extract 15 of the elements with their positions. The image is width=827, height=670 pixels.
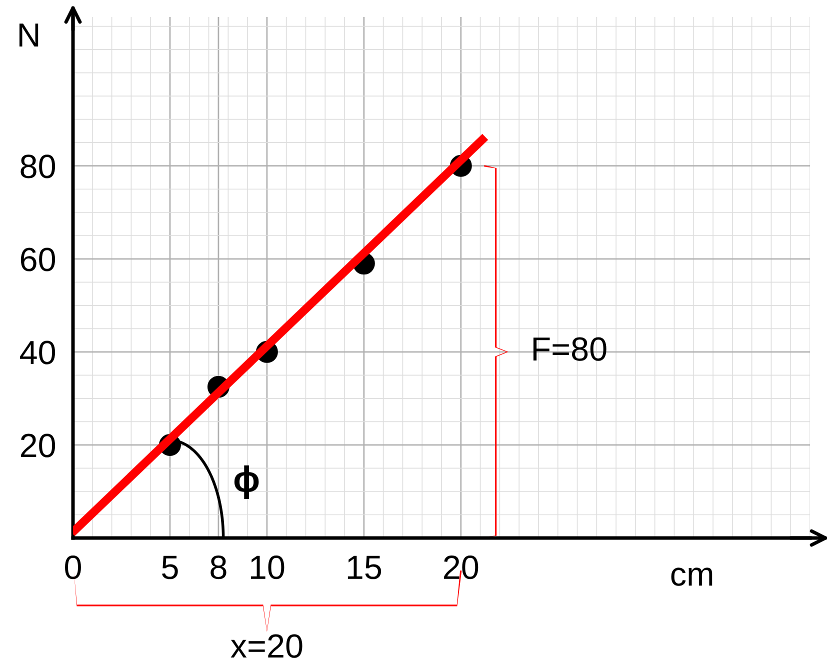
text: x=20 <box>230 634 302 658</box>
y-tick-label: 60 <box>20 248 56 272</box>
annotation: ϕ <box>234 465 259 500</box>
y-tick-label: 80 <box>20 154 56 178</box>
x-tick-label: 10 <box>250 556 284 580</box>
y-tick-label: 40 <box>20 340 56 364</box>
x-tick-label: 15 <box>348 556 382 580</box>
y-tick-label: 20 <box>20 434 56 458</box>
x-axis-title: cm <box>671 568 712 586</box>
x-tick-label: 0 <box>65 556 81 580</box>
x-tick-label: 20 <box>444 556 478 580</box>
x-tick-label: 5 <box>162 556 178 580</box>
annotation: F=80 <box>533 337 606 361</box>
y-axis-title: N <box>19 24 38 47</box>
x-tick-label: 8 <box>210 556 226 580</box>
